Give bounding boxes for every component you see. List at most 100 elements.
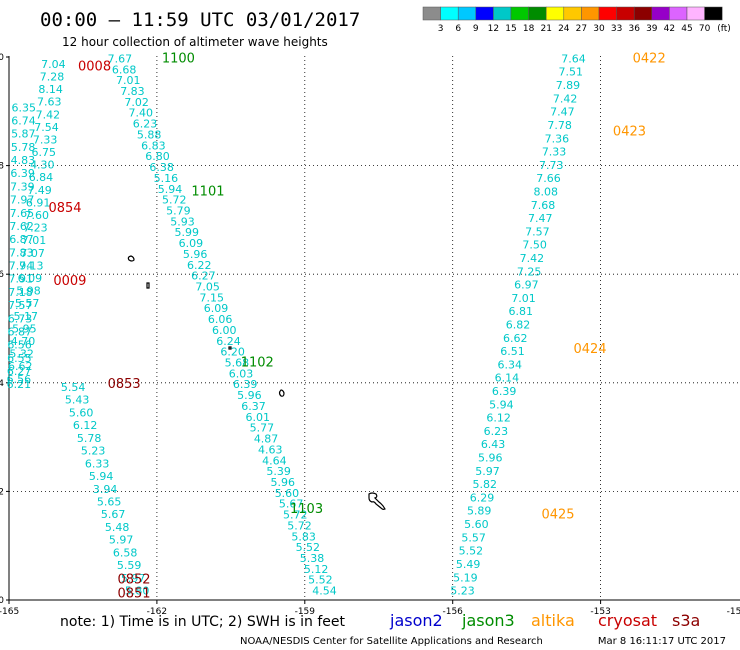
track-altika: 7.647.517.897.427.477.787.367.337.737.66…	[450, 52, 585, 597]
swh-value-label: 5.60	[275, 487, 300, 500]
swh-value-label: 5.23	[450, 585, 475, 598]
swh-value-label: 7.33	[542, 146, 567, 159]
swh-value-label: 7.07	[20, 247, 45, 260]
swh-value-label: 7.68	[531, 199, 556, 212]
swh-value-label: 6.00	[212, 324, 237, 337]
legend-entry-cryosat: cryosat	[598, 611, 657, 630]
colorbar-tick-label: 45	[681, 24, 692, 34]
island-outline	[368, 492, 386, 510]
swh-value-label: 5.19	[453, 571, 478, 584]
swh-value-label: 7.33	[33, 133, 58, 146]
colorbar-swatch	[598, 6, 617, 21]
swh-value-label: 6.38	[149, 161, 174, 174]
swh-value-label: 6.21	[7, 378, 32, 391]
swh-value-label: 5.88	[137, 128, 162, 141]
swh-value-label: 5.57	[461, 531, 486, 544]
swh-value-label: 6.84	[29, 171, 54, 184]
x-tick-label: -162	[147, 607, 167, 617]
footer-note: note: 1) Time is in UTC; 2) SWH is in fe…	[60, 614, 346, 630]
swh-value-label: 7.94	[9, 260, 34, 273]
swh-value-label: 7.01	[22, 234, 47, 247]
x-axis-ticks: -165 -162 -159 -156 -153 -15	[0, 600, 740, 617]
colorbar-tick-label: 36	[628, 24, 640, 34]
swh-value-label: 5.68	[225, 357, 250, 370]
swh-value-label: 5.96	[478, 452, 503, 465]
swh-value-label: 6.20	[220, 346, 245, 359]
swh-value-label: 6.35	[12, 101, 37, 114]
swh-value-label: 7.47	[550, 106, 575, 119]
track-s3a: 5.545.435.606.125.785.236.335.943.945.65…	[61, 381, 150, 598]
swh-value-label: 7.42	[520, 252, 545, 265]
swh-value-label: 6.58	[113, 546, 138, 559]
swh-value-label: 6.43	[481, 438, 506, 451]
colorbar-tick-label: 18	[523, 24, 535, 34]
swh-value-label: 7.73	[539, 159, 564, 172]
swh-value-label: 6.23	[133, 118, 158, 131]
swh-value-label: 6.01	[245, 411, 270, 424]
swh-value-label: 5.60	[69, 406, 94, 419]
swh-value-label: 6.37	[241, 400, 266, 413]
swh-value-label: 5.32	[9, 348, 34, 361]
swh-value-label: 7.97	[10, 194, 35, 207]
legend-entry-altika: altika	[531, 611, 575, 630]
swh-value-label: 7.63	[37, 96, 62, 109]
swh-value-label: 7.60	[25, 209, 50, 222]
island-outline	[228, 346, 232, 350]
swh-value-label: 5.80	[125, 585, 150, 598]
swh-value-label: 4.64	[262, 454, 287, 467]
swh-value-label: 5.48	[105, 521, 130, 534]
swh-value-label: 6.12	[486, 412, 511, 425]
colorbar-tick-label: 9	[473, 24, 479, 34]
swh-value-label: 6.62	[503, 332, 528, 345]
pass-time-label: 0851	[117, 586, 150, 601]
pass-time-label: 0423	[613, 125, 646, 140]
y-tick-label: 6	[0, 270, 4, 280]
swh-value-label: 7.40	[129, 107, 154, 120]
swh-value-label: 5.82	[472, 478, 497, 491]
swh-value-label: 7.36	[545, 132, 570, 145]
colorbar: 3 6 9 12 15 18 21 24 27 30 33 36 39 42 45 70	[422, 6, 723, 34]
swh-value-label: 5.39	[266, 465, 291, 478]
colorbar-tick-label: 30	[593, 24, 605, 34]
swh-value-label: 5.89	[467, 505, 492, 518]
swh-value-label: 6.24	[216, 335, 241, 348]
colorbar-swatch	[581, 6, 600, 21]
swh-value-label: 6.82	[506, 319, 531, 332]
swh-value-label: 6.75	[31, 146, 56, 159]
swh-value-label: 5.96	[183, 248, 208, 261]
colorbar-swatch	[545, 6, 565, 21]
colorbar-swatch	[633, 6, 653, 21]
swh-value-label: 5.94	[489, 398, 514, 411]
swh-value-label: 7.01	[116, 74, 141, 87]
swh-value-label: 6.97	[514, 279, 539, 292]
pass-time-label: 1101	[191, 184, 224, 199]
x-tick-label: -153	[590, 607, 610, 617]
swh-value-label: 7.02	[124, 96, 149, 109]
track-cryosat-a: 7.047.288.147.637.427.547.336.754.306.84…	[7, 58, 66, 386]
swh-value-label: 6.29	[470, 491, 495, 504]
track-jason3: 7.676.687.017.837.027.406.235.886.836.80…	[108, 52, 337, 597]
swh-value-label: 7.42	[36, 108, 61, 121]
swh-value-label: 6.33	[85, 457, 110, 470]
swh-value-label: 5.60	[464, 518, 489, 531]
x-tick-label: -15	[727, 607, 740, 617]
pass-time-label: 1102	[241, 356, 274, 371]
swh-value-label: 6.39	[233, 378, 258, 391]
colorbar-tick-label: 42	[664, 24, 675, 34]
swh-value-label: 7.66	[536, 172, 561, 185]
y-tick-label: 4	[0, 379, 4, 389]
swh-value-label: 7.50	[522, 239, 547, 252]
swh-value-label: 5.54	[61, 381, 86, 394]
swh-value-label: 6.51	[500, 345, 525, 358]
island-outline	[278, 389, 285, 397]
swh-value-label: 5.95	[12, 322, 37, 335]
swh-value-label: 6.09	[179, 237, 204, 250]
colorbar-swatch	[440, 6, 459, 21]
swh-value-label: 5.17	[14, 310, 39, 323]
swh-value-label: 6.87	[9, 233, 34, 246]
swh-value-label: 7.01	[511, 292, 536, 305]
swh-value-label: 8.08	[534, 185, 559, 198]
colorbar-tick-label: 27	[576, 24, 587, 34]
swh-value-label: 6.34	[497, 358, 522, 371]
